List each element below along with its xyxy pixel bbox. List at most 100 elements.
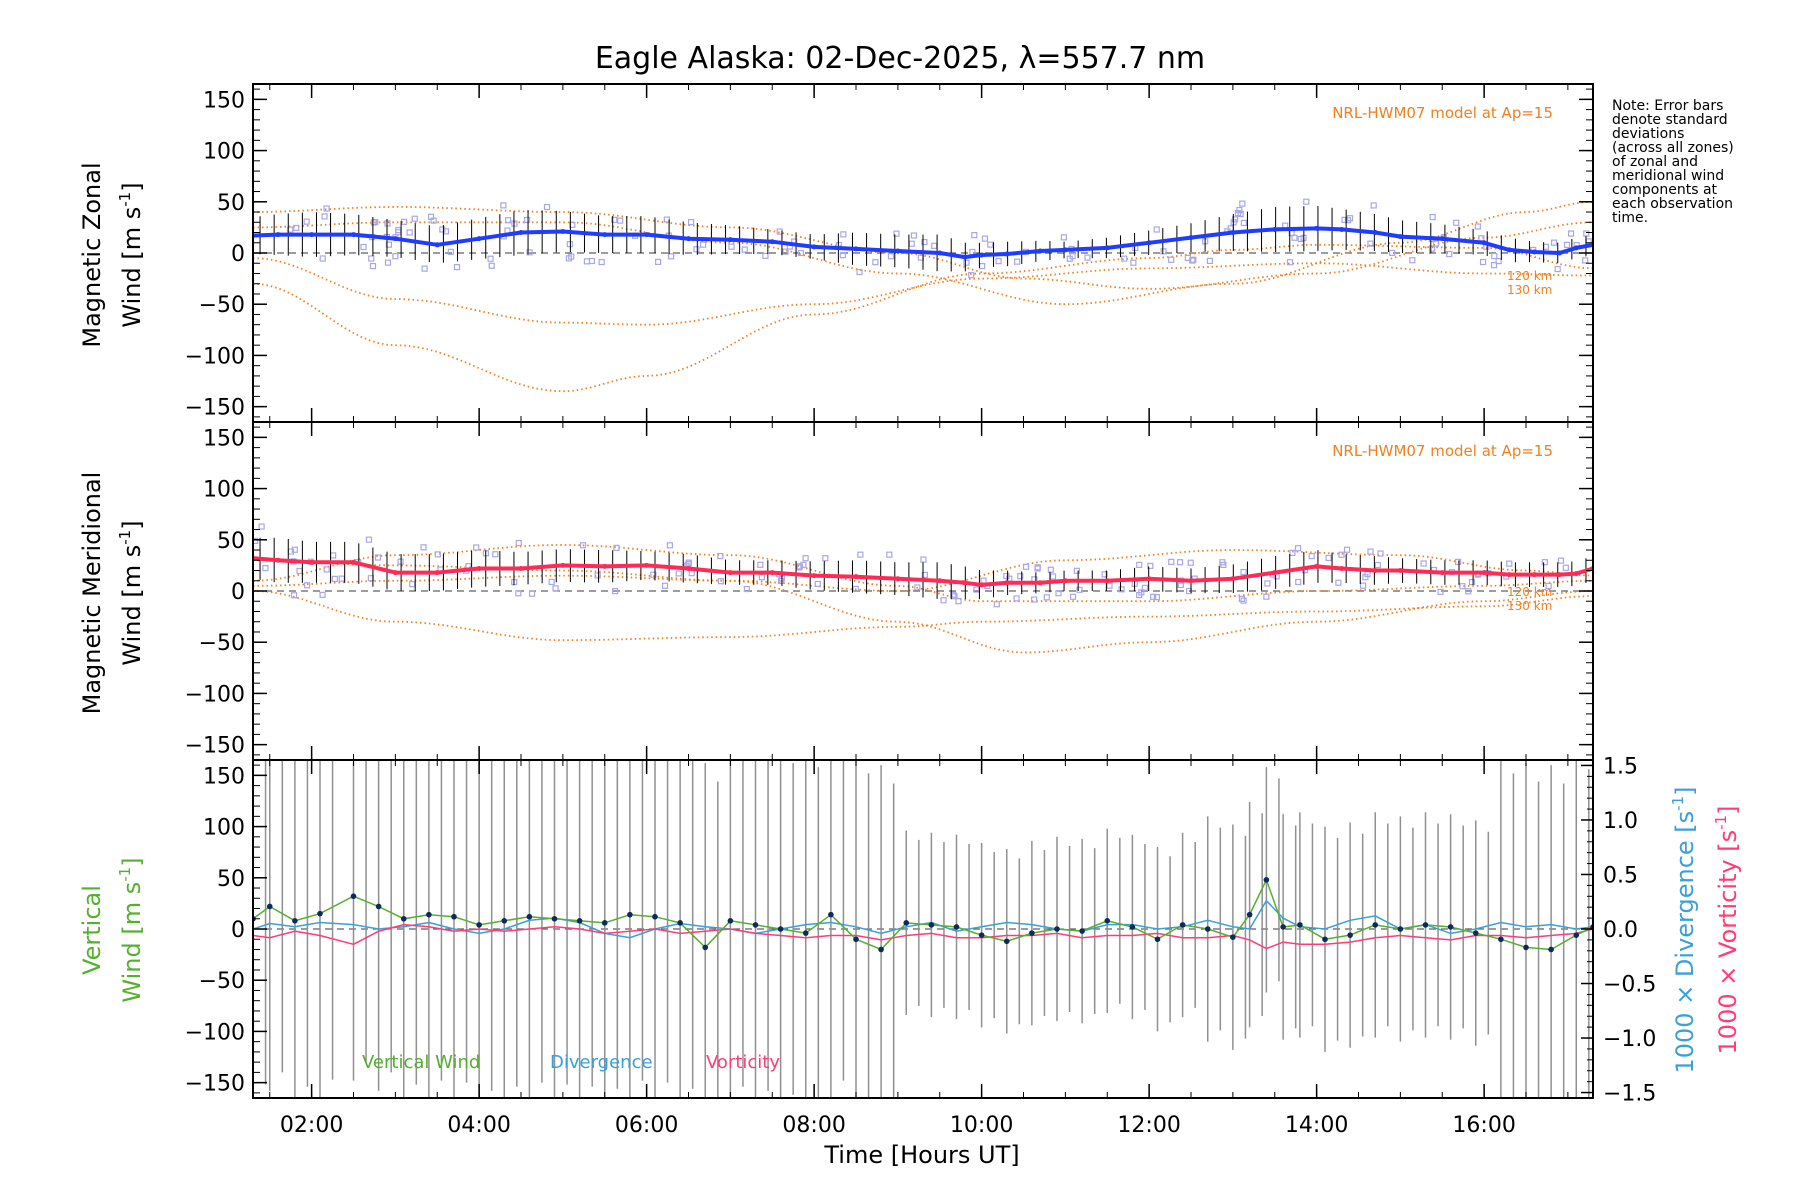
meridional-zone-sample — [777, 577, 785, 585]
zonal-wind-point — [392, 236, 398, 242]
zonal-y-tick-label: 0 — [231, 242, 245, 267]
zonal-wind-point — [962, 254, 968, 260]
meridional-wind-point — [811, 573, 817, 579]
zonal-zone-sample — [969, 248, 976, 256]
vertical-wind-point — [1498, 936, 1504, 943]
vertical-wind-point — [1246, 911, 1253, 918]
meridional-zone-sample — [1003, 572, 1010, 580]
meridional-zone-sample — [290, 592, 298, 599]
meridional-wind-point — [686, 565, 691, 571]
vertical-y-tick-label: −100 — [185, 1020, 245, 1045]
meridional-zone-sample — [331, 575, 338, 583]
vertical-wind-point — [727, 918, 734, 924]
zonal-zone-sample — [1479, 258, 1487, 266]
meridional-zone-sample — [1263, 593, 1270, 600]
vertical-wind-point — [426, 911, 432, 918]
zonal-y-tick-label: 50 — [217, 191, 245, 216]
meridional-zone-sample — [758, 574, 765, 581]
zonal-zone-sample — [979, 263, 986, 270]
meridional-zone-sample — [1506, 560, 1513, 567]
vertical-wind-point — [777, 926, 784, 932]
zonal-wind-point — [275, 232, 281, 238]
zonal-zone-sample — [568, 253, 575, 260]
zonal-zone-sample — [1014, 258, 1021, 265]
zonal-zone-sample — [1550, 239, 1558, 246]
zonal-zone-sample — [968, 272, 975, 279]
meridional-zone-sample — [1106, 582, 1113, 589]
meridional-zone-sample — [993, 601, 1000, 608]
x-tick-label: 06:00 — [615, 1113, 678, 1138]
zonal-zone-sample — [384, 259, 392, 266]
zonal-zone-sample — [987, 241, 994, 248]
meridional-wind-point — [895, 576, 901, 582]
right-axis-tick-label: −0.5 — [1603, 973, 1656, 998]
zonal-wind-point — [769, 239, 775, 245]
zonal-zone-sample — [566, 241, 573, 248]
zonal-zone-sample — [1582, 257, 1589, 264]
x-tick-label: 04:00 — [447, 1113, 510, 1138]
meridional-zone-sample — [613, 544, 620, 551]
zonal-wind-point — [1037, 248, 1043, 254]
meridional-panel: 150 100 50 0 −50 −100 −150 — [185, 421, 1594, 761]
vertical-wind-point — [1204, 926, 1211, 932]
zonal-y-tick-label: −150 — [185, 396, 245, 421]
meridional-zone-sample — [330, 552, 337, 559]
meridional-zone-sample — [1055, 590, 1062, 597]
vertical-wind-point — [551, 915, 558, 922]
zonal-zone-sample — [1160, 248, 1167, 255]
zonal-zone-sample — [1409, 257, 1416, 264]
meridional-zone-sample — [1343, 546, 1351, 553]
zonal-y-tick-label: −100 — [185, 344, 245, 369]
zonal-zone-sample — [1060, 234, 1068, 241]
zonal-zone-sample — [840, 231, 847, 238]
zonal-zone-sample — [385, 241, 392, 248]
vertical-wind-point — [1179, 922, 1186, 928]
meridional-zone-sample — [323, 566, 330, 573]
meridional-zone-sample — [1153, 594, 1160, 601]
note-line: each observation — [1612, 196, 1733, 212]
zonal-panel: 150 100 50 0 −50 −100 −150 — [185, 83, 1594, 423]
meridional-zone-sample — [940, 597, 947, 604]
vertical-wind-point — [1230, 934, 1236, 940]
meridional-zone-sample — [1325, 554, 1332, 562]
zonal-ylabel-line1: Magnetic Zonal — [78, 162, 106, 347]
meridional-zone-sample — [1031, 596, 1038, 603]
meridional-zone-sample — [579, 542, 587, 549]
zonal-wind-point — [1314, 225, 1320, 231]
zonal-wind-point — [979, 252, 985, 258]
meridional-y-tick-label: 50 — [217, 529, 245, 554]
divergence-line — [253, 899, 1593, 939]
vertical-wind-point — [1347, 932, 1353, 938]
vertical-wind-point — [802, 930, 809, 936]
meridional-wind-point — [309, 559, 315, 565]
zonal-wind-point — [602, 232, 608, 238]
zonal-zone-sample — [1370, 202, 1377, 209]
zonal-wind-point — [1439, 236, 1445, 242]
meridional-zone-sample — [1022, 563, 1030, 570]
meridional-zone-sample — [1147, 562, 1154, 569]
x-tick-label: 16:00 — [1452, 1113, 1515, 1138]
vertical-wind-point — [1523, 944, 1529, 951]
meridional-zone-sample — [1176, 559, 1184, 566]
meridional-wind-point — [1506, 572, 1512, 578]
zonal-zone-sample — [921, 239, 928, 246]
vertical-wind-point — [375, 903, 382, 910]
zonal-model-curve — [253, 200, 1593, 306]
zonal-zone-sample — [360, 243, 367, 251]
zonal-zone-sample — [667, 253, 675, 260]
zonal-zone-sample — [287, 226, 294, 233]
vertical-ylabel-line1: Vertical — [78, 885, 106, 975]
meridional-zone-sample — [1150, 593, 1157, 600]
vertical-wind-point — [501, 918, 508, 924]
meridional-zone-sample — [552, 585, 559, 592]
meridional-wind-point — [602, 563, 608, 569]
meridional-zone-sample — [1238, 595, 1245, 603]
vertical-wind-point — [1029, 930, 1035, 936]
meridional-zone-sample — [814, 580, 821, 588]
zonal-zone-sample — [323, 205, 330, 212]
zonal-zone-sample — [700, 241, 707, 248]
zonal-zone-sample — [910, 232, 918, 239]
vertical-wind-point — [1472, 930, 1479, 936]
meridional-wind-point — [1104, 578, 1110, 584]
zonal-wind-point — [1557, 250, 1562, 256]
